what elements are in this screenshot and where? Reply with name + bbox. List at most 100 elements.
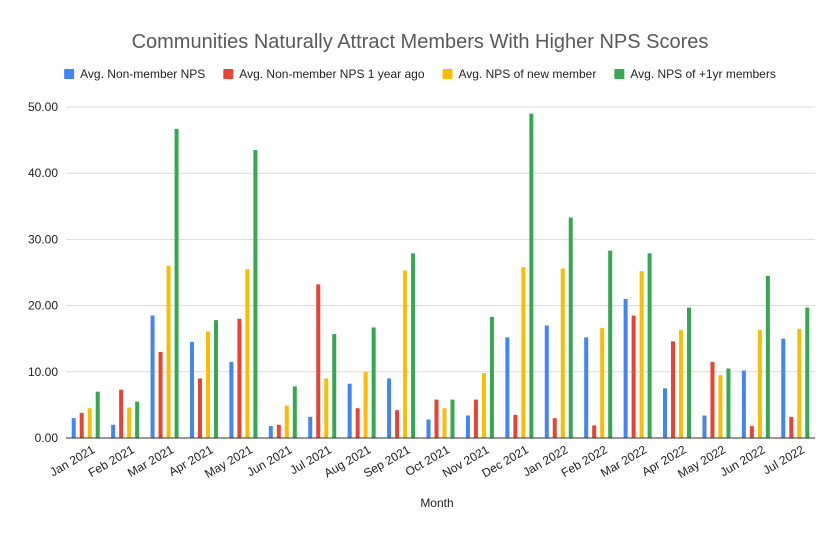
bar xyxy=(529,113,534,439)
legend-swatch xyxy=(64,69,75,79)
bar xyxy=(513,414,518,438)
bar xyxy=(229,361,234,438)
y-tick-label: 20.00 xyxy=(28,299,58,313)
bar xyxy=(237,318,242,438)
bar xyxy=(663,388,668,438)
bar xyxy=(158,351,163,438)
bar xyxy=(481,373,486,438)
bar xyxy=(292,386,297,438)
bar xyxy=(426,419,431,438)
bar xyxy=(276,424,281,438)
bar xyxy=(568,217,573,438)
bar xyxy=(119,389,124,438)
bar xyxy=(544,325,549,438)
bar xyxy=(797,328,802,438)
bar xyxy=(324,378,329,438)
legend-swatch xyxy=(223,69,234,79)
bar xyxy=(639,271,644,438)
bar xyxy=(316,284,321,438)
x-tick-label: Mar 2021 xyxy=(125,442,176,480)
bar xyxy=(647,253,652,438)
bar xyxy=(434,399,439,438)
bar xyxy=(749,426,754,438)
bar xyxy=(150,315,155,438)
x-tick-label: Jul 2022 xyxy=(760,442,807,477)
bar xyxy=(679,330,684,438)
x-tick-label: Mar 2022 xyxy=(598,442,649,480)
bar xyxy=(127,407,132,438)
legend-label: Avg. NPS of +1yr members xyxy=(630,67,776,81)
bar xyxy=(718,375,723,438)
bar xyxy=(765,275,770,438)
legend-swatch xyxy=(614,69,625,79)
bar xyxy=(189,342,194,438)
bar xyxy=(387,378,392,438)
legend-item: Avg. Non-member NPS xyxy=(64,67,205,81)
bar xyxy=(631,315,636,438)
bar xyxy=(781,338,786,438)
x-tick-label: Jun 2022 xyxy=(718,442,768,479)
bar xyxy=(465,415,470,438)
legend-label: Avg. NPS of new member xyxy=(459,67,597,81)
bar xyxy=(592,425,597,438)
bar xyxy=(608,250,613,438)
bar xyxy=(403,270,408,438)
bar xyxy=(213,320,218,438)
bar xyxy=(355,408,360,438)
bar xyxy=(174,128,179,438)
bar xyxy=(521,267,526,438)
bar xyxy=(347,383,352,438)
bar xyxy=(505,337,510,438)
bar xyxy=(552,418,557,438)
y-tick-label: 40.00 xyxy=(28,166,58,180)
bar xyxy=(197,378,202,438)
legend-item: Avg. NPS of +1yr members xyxy=(614,67,776,81)
bar xyxy=(284,405,289,438)
bar xyxy=(166,265,171,438)
bar xyxy=(371,327,376,438)
bar xyxy=(411,253,416,438)
bar xyxy=(87,408,92,438)
x-axis-title: Month xyxy=(420,496,453,510)
bar xyxy=(757,330,762,438)
bar xyxy=(95,391,100,438)
legend-label: Avg. Non-member NPS 1 year ago xyxy=(239,67,425,81)
bar xyxy=(473,399,478,438)
bar xyxy=(584,337,589,438)
bar xyxy=(363,371,368,438)
legend-swatch xyxy=(442,69,453,79)
bar xyxy=(442,408,447,438)
legend-item: Avg. Non-member NPS 1 year ago xyxy=(223,67,425,81)
bar xyxy=(741,370,746,438)
bar xyxy=(702,415,707,438)
bar xyxy=(395,410,400,438)
bar xyxy=(560,268,565,438)
y-tick-label: 50.00 xyxy=(28,100,58,114)
bars xyxy=(71,113,810,439)
bar xyxy=(135,401,140,438)
legend-item: Avg. NPS of new member xyxy=(442,67,597,81)
bar xyxy=(710,361,715,438)
bar xyxy=(600,328,605,438)
bar xyxy=(450,399,455,438)
bar xyxy=(789,416,794,438)
y-tick-label: 0.00 xyxy=(35,431,59,445)
bar xyxy=(111,424,116,438)
bar xyxy=(268,426,273,438)
y-tick-label: 30.00 xyxy=(28,232,58,246)
chart-title: Communities Naturally Attract Members Wi… xyxy=(132,31,709,53)
x-tick-label: Jun 2021 xyxy=(245,442,295,479)
bar xyxy=(332,334,337,438)
bar xyxy=(245,269,250,438)
legend: Avg. Non-member NPS Avg. Non-member NPS 1… xyxy=(64,67,776,81)
legend-label: Avg. Non-member NPS xyxy=(80,67,205,81)
bar xyxy=(726,368,731,438)
bar xyxy=(253,150,258,438)
bar xyxy=(308,416,313,438)
bar xyxy=(205,331,210,438)
bar xyxy=(489,316,494,438)
bar xyxy=(671,341,676,438)
